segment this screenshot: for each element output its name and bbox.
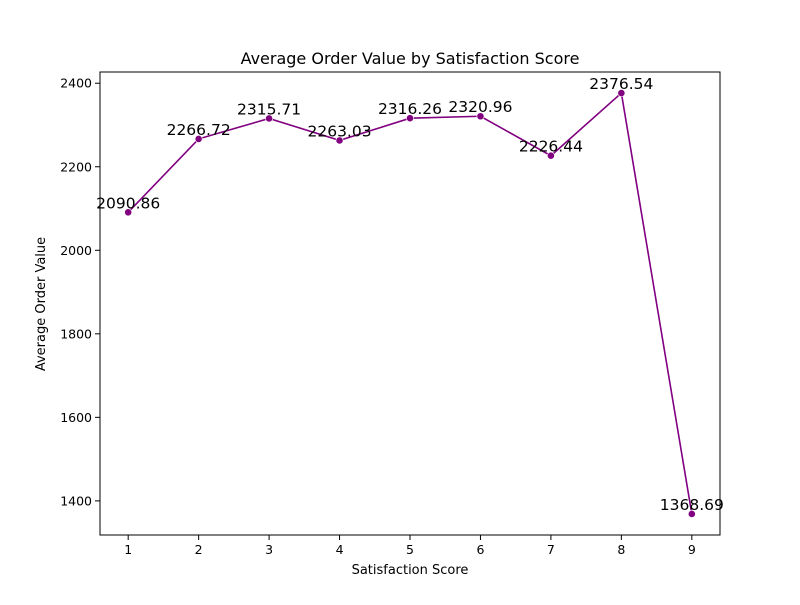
x-tick-label: 1 (124, 542, 132, 557)
data-label: 1368.69 (660, 496, 724, 514)
data-point (335, 136, 344, 145)
data-point (617, 89, 626, 97)
y-tick-label: 2400 (60, 76, 92, 91)
data-point (265, 114, 273, 123)
plot-frame (99, 71, 721, 536)
x-axis-label: Satisfaction Score (352, 563, 469, 578)
plot-area: 1 2 3 4 5 6 7 8 9 1400 1600 1800 2000 2200 2400 2090.86… (60, 71, 724, 557)
x-tick-label: 5 (406, 542, 414, 557)
data-label: 2266.72 (167, 121, 231, 139)
x-tick-label: 4 (336, 542, 344, 557)
x-tick-label: 9 (688, 542, 696, 557)
x-tick-label: 3 (265, 542, 273, 557)
data-label: 2315.71 (237, 100, 301, 118)
y-tick-label: 2000 (60, 243, 92, 258)
chart-title: Average Order Value by Satisfaction Scor… (241, 49, 580, 68)
y-axis-label: Average Order Value (34, 237, 49, 371)
x-tick-label: 2 (195, 542, 203, 557)
data-point (194, 134, 203, 143)
y-tick-label: 1800 (60, 326, 92, 341)
data-label: 2376.54 (589, 75, 653, 93)
x-tick-label: 8 (617, 542, 625, 557)
data-point (547, 151, 555, 160)
data-point (687, 510, 696, 518)
data-point (476, 112, 485, 121)
y-tick-label: 1600 (60, 410, 92, 425)
data-point (406, 114, 414, 123)
data-label: 2090.86 (96, 194, 160, 212)
data-point (124, 208, 133, 217)
x-tick-label: 6 (476, 542, 484, 557)
series-line (127, 91, 693, 515)
y-tick-label: 1400 (60, 493, 92, 508)
y-tick-label: 2200 (60, 159, 92, 174)
data-label: 2226.44 (519, 138, 583, 156)
x-tick-label: 7 (547, 542, 555, 557)
data-label: 2316.26 (378, 100, 442, 118)
data-label: 2320.96 (448, 98, 512, 116)
data-label: 2263.03 (307, 122, 371, 140)
